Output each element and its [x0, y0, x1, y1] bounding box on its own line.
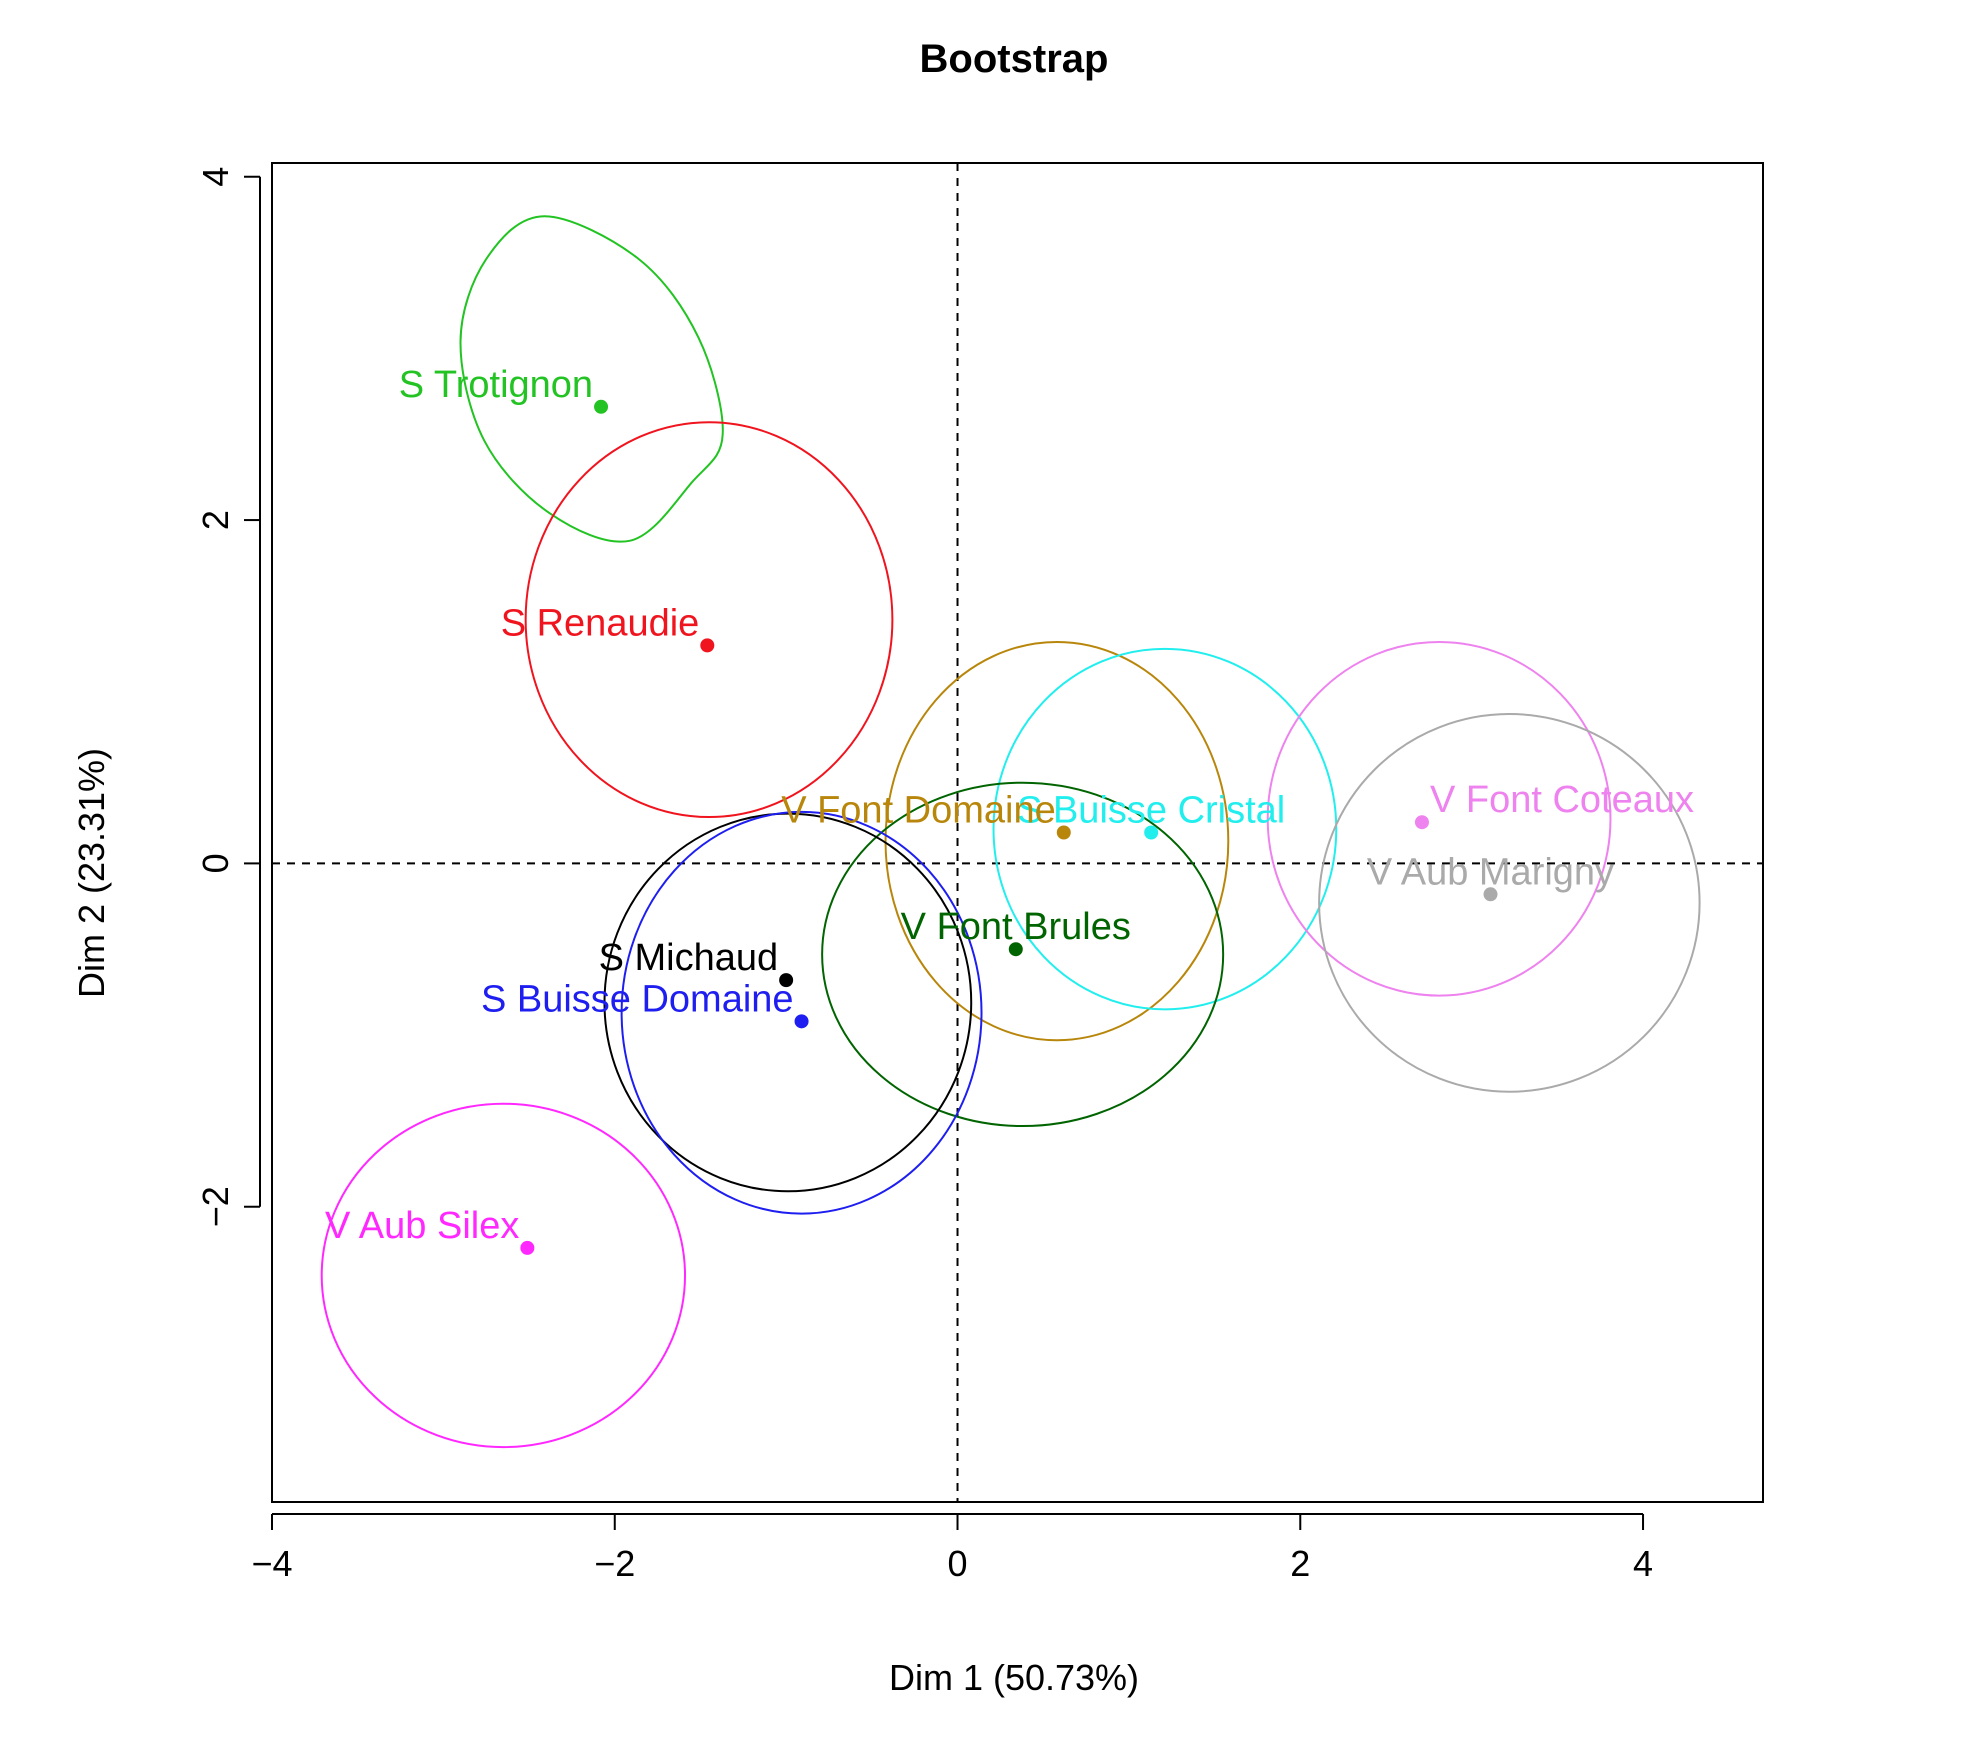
ellipse-s-buisse-domaine [620, 810, 983, 1215]
point-label-v-font-domaine: V Font Domaine [781, 790, 1056, 832]
plot-frame [271, 162, 1764, 1503]
point-s-trotignon [594, 399, 609, 414]
ellipse-v-aub-marigny [1318, 713, 1701, 1093]
plot-area: −4 −2 0 2 4 −2 0 2 4 S Trotignon S Renaudie S Buiss… [195, 162, 1764, 1584]
point-s-buisse-domaine [794, 1014, 809, 1029]
point-label-s-buisse-cristal: S Buisse Cristal [1017, 790, 1285, 832]
y-tick-label: 0 [195, 853, 236, 873]
x-axis-label: Dim 1 (50.73%) [889, 1657, 1139, 1698]
point-label-v-font-brules: V Font Brules [901, 906, 1131, 948]
ellipse-v-font-brules [821, 781, 1225, 1128]
point-v-font-coteaux [1414, 815, 1429, 830]
ellipse-v-aub-silex [320, 1102, 687, 1449]
y-tick-label: 4 [195, 167, 236, 187]
point-s-renaudie [700, 638, 715, 653]
point-label-s-trotignon: S Trotignon [399, 364, 593, 406]
point-label-s-michaud: S Michaud [599, 937, 779, 979]
point-v-aub-silex [520, 1240, 535, 1255]
point-label-v-font-coteaux: V Font Coteaux [1430, 779, 1694, 821]
ellipse-v-font-domaine [884, 640, 1230, 1042]
ellipse-s-buisse-cristal [992, 647, 1338, 1011]
point-v-font-brules [1008, 942, 1023, 957]
point-label-v-aub-silex: V Aub Silex [325, 1205, 519, 1247]
point-v-font-domaine [1056, 825, 1071, 840]
x-tick-label: −2 [594, 1543, 635, 1584]
point-s-michaud [779, 973, 794, 988]
ellipse-s-michaud [603, 812, 973, 1193]
x-tick-label: 0 [948, 1543, 968, 1584]
y-tick-label: 2 [195, 510, 236, 530]
point-label-s-renaudie: S Renaudie [501, 602, 700, 644]
point-label-s-buisse-domaine: S Buisse Domaine [481, 978, 794, 1020]
y-axis-label: Dim 2 (23.31%) [71, 748, 112, 998]
point-s-buisse-cristal [1144, 825, 1159, 840]
ellipse-v-font-coteaux [1266, 640, 1612, 997]
x-tick-label: 2 [1290, 1543, 1310, 1584]
x-tick-label: −4 [251, 1543, 292, 1584]
ellipse-s-renaudie [524, 421, 894, 819]
point-label-v-aub-marigny: V Aub Marigny [1367, 851, 1614, 893]
point-v-aub-marigny [1483, 887, 1498, 902]
ellipse-s-trotignon [459, 215, 724, 543]
y-tick-label: −2 [195, 1186, 236, 1227]
x-tick-label: 4 [1633, 1543, 1653, 1584]
chart-title: Bootstrap [920, 37, 1109, 81]
